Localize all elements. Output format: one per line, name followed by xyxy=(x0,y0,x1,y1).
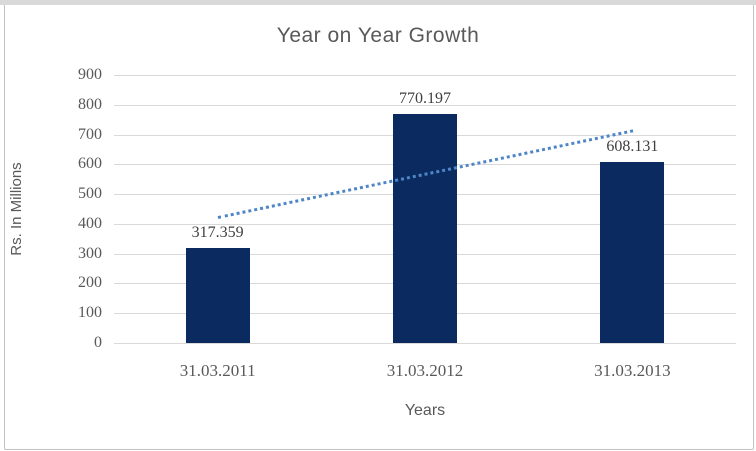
x-axis-title: Years xyxy=(404,402,446,419)
bar-31.03.2013 xyxy=(600,161,665,343)
y-tick-label: 400 xyxy=(78,214,102,232)
y-tick-label: 500 xyxy=(78,185,102,203)
data-label: 317.359 xyxy=(191,224,244,242)
category-label: 31.03.2011 xyxy=(179,361,256,380)
data-label: 770.197 xyxy=(399,89,451,107)
y-tick-label: 900 xyxy=(78,66,102,83)
y-tick-label: 600 xyxy=(78,155,102,173)
y-tick-label: 800 xyxy=(78,95,102,113)
gridline xyxy=(114,104,736,106)
chart-title: Year on Year Growth xyxy=(276,24,480,47)
y-tick-label: 100 xyxy=(78,304,102,322)
top-edge-strip xyxy=(0,0,756,5)
data-label: 608.131 xyxy=(606,137,659,155)
gridline xyxy=(114,75,736,76)
y-axis-title: Rs. In Millions xyxy=(8,162,25,256)
category-label: 31.03.2013 xyxy=(594,361,671,380)
y-tick-label: 0 xyxy=(94,334,102,351)
gridline xyxy=(114,343,736,344)
category-label: 31.03.2012 xyxy=(386,361,464,380)
y-tick-label: 700 xyxy=(78,125,102,143)
bar-31.03.2012 xyxy=(393,113,457,343)
y-tick-label: 200 xyxy=(78,274,102,292)
y-tick-label: 300 xyxy=(78,244,102,262)
bar-31.03.2011 xyxy=(185,248,250,343)
